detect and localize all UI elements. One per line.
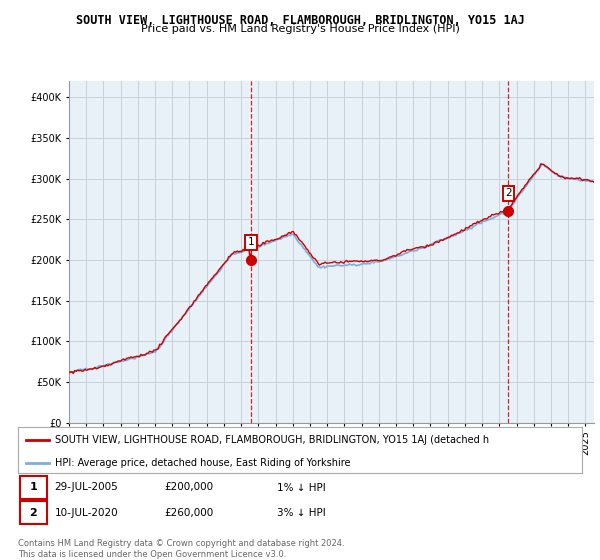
- FancyBboxPatch shape: [20, 501, 47, 524]
- Text: 29-JUL-2005: 29-JUL-2005: [55, 483, 118, 492]
- Text: SOUTH VIEW, LIGHTHOUSE ROAD, FLAMBOROUGH, BRIDLINGTON, YO15 1AJ (detached h: SOUTH VIEW, LIGHTHOUSE ROAD, FLAMBOROUGH…: [55, 435, 489, 445]
- Text: 1: 1: [248, 237, 254, 248]
- Text: 3% ↓ HPI: 3% ↓ HPI: [277, 508, 326, 517]
- Text: 1: 1: [29, 483, 37, 492]
- Text: 1% ↓ HPI: 1% ↓ HPI: [277, 483, 326, 492]
- FancyBboxPatch shape: [20, 476, 47, 499]
- Text: HPI: Average price, detached house, East Riding of Yorkshire: HPI: Average price, detached house, East…: [55, 458, 350, 468]
- Text: 10-JUL-2020: 10-JUL-2020: [55, 508, 118, 517]
- Text: Contains HM Land Registry data © Crown copyright and database right 2024.
This d: Contains HM Land Registry data © Crown c…: [18, 539, 344, 559]
- Text: SOUTH VIEW, LIGHTHOUSE ROAD, FLAMBOROUGH, BRIDLINGTON, YO15 1AJ: SOUTH VIEW, LIGHTHOUSE ROAD, FLAMBOROUGH…: [76, 14, 524, 27]
- Text: 2: 2: [29, 508, 37, 517]
- Text: 2: 2: [505, 188, 512, 198]
- Text: £200,000: £200,000: [164, 483, 214, 492]
- Text: £260,000: £260,000: [164, 508, 214, 517]
- Text: Price paid vs. HM Land Registry's House Price Index (HPI): Price paid vs. HM Land Registry's House …: [140, 24, 460, 34]
